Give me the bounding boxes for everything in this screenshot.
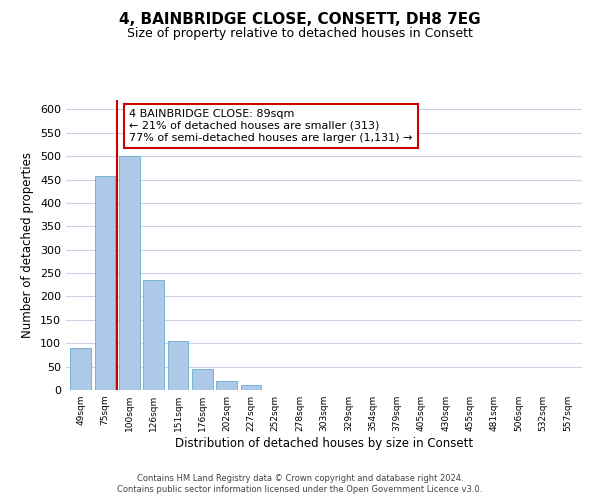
Bar (143, 280, 164, 390)
Bar (70, 348, 91, 390)
Text: 4 BAINBRIDGE CLOSE: 89sqm
← 21% of detached houses are smaller (313)
77% of semi: 4 BAINBRIDGE CLOSE: 89sqm ← 21% of detac… (129, 110, 413, 142)
Bar (95, 176, 115, 390)
Bar (119, 156, 140, 390)
Bar (167, 341, 188, 390)
X-axis label: Distribution of detached houses by size in Consett: Distribution of detached houses by size … (175, 437, 473, 450)
Text: Size of property relative to detached houses in Consett: Size of property relative to detached ho… (127, 28, 473, 40)
Y-axis label: Number of detached properties: Number of detached properties (22, 152, 34, 338)
Text: 4, BAINBRIDGE CLOSE, CONSETT, DH8 7EG: 4, BAINBRIDGE CLOSE, CONSETT, DH8 7EG (119, 12, 481, 28)
Bar (241, 386, 262, 390)
Bar (216, 380, 237, 390)
Text: Contains HM Land Registry data © Crown copyright and database right 2024.
Contai: Contains HM Land Registry data © Crown c… (118, 474, 482, 494)
Bar (192, 369, 212, 390)
